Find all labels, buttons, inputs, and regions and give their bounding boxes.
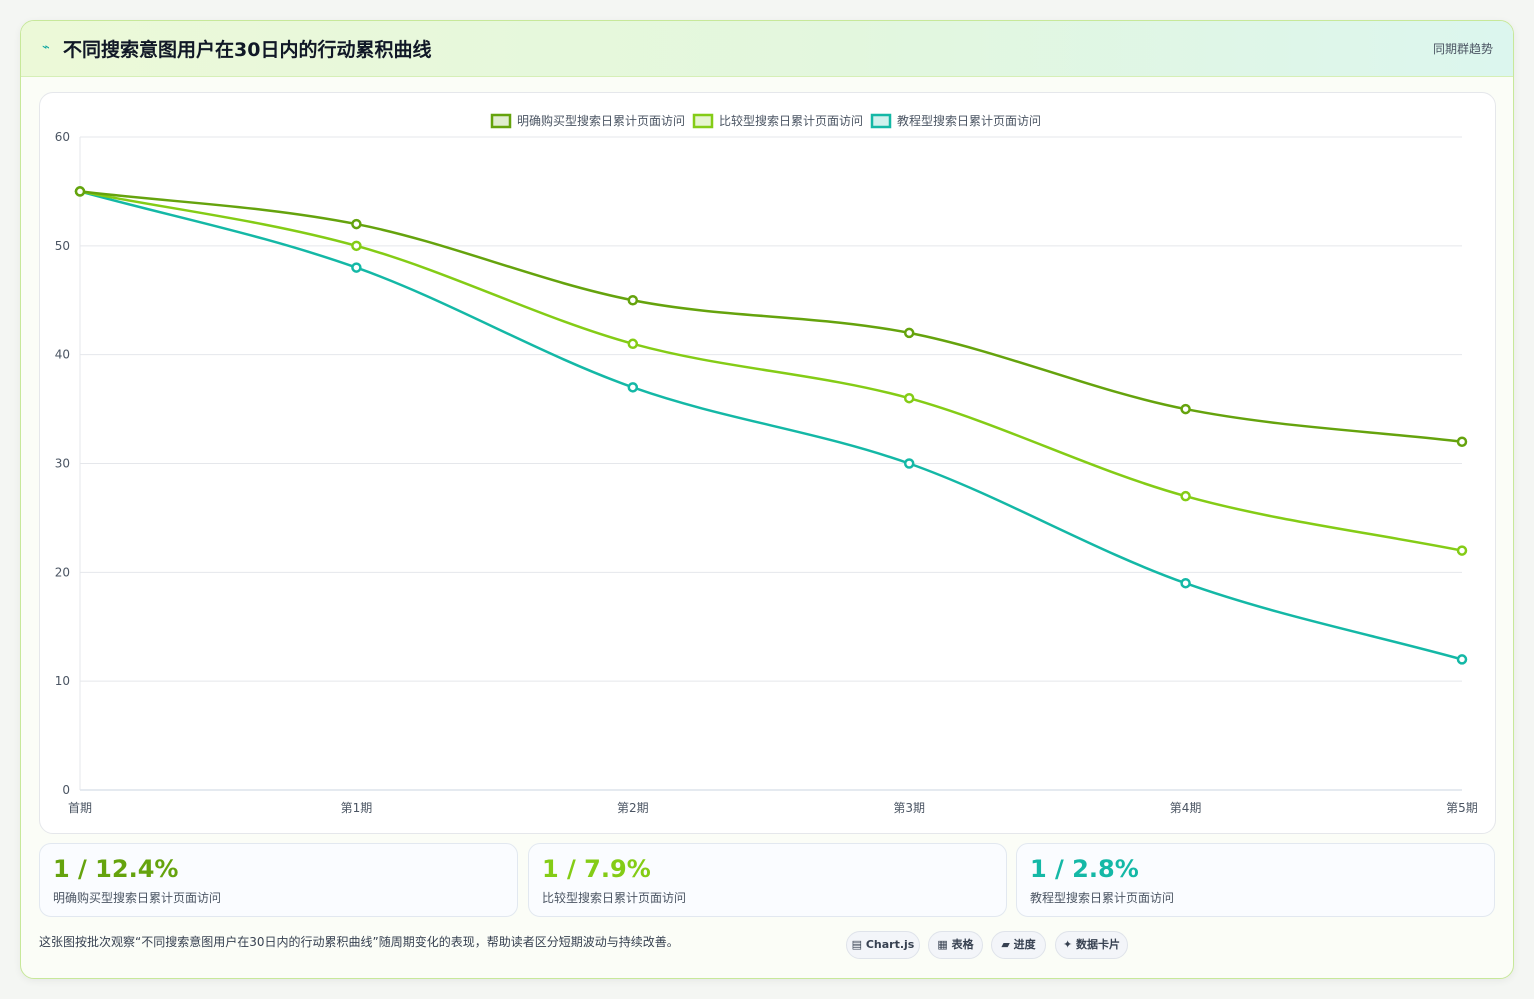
stat-card-buy: 1 / 12.4% 明确购买型搜索日累计页面访问 xyxy=(39,843,518,917)
x-tick-label: 第5期 xyxy=(1446,801,1478,815)
series-line xyxy=(79,190,1463,552)
y-tick-label: 40 xyxy=(55,348,70,362)
data-point xyxy=(903,392,915,404)
y-tick-label: 30 xyxy=(55,457,70,471)
cohort-trend-tag: 同期群趋势 xyxy=(1432,42,1493,56)
chart-panel: 0 10 20 30 40 50 60 首期 第1期 第2期 第3期 第4期 第5期 明确购买型搜索日累计… xyxy=(39,92,1496,834)
data-point xyxy=(627,382,639,393)
data-card-pill[interactable]: ✦ 数据卡片 xyxy=(1055,931,1128,959)
stat-card-tutorial: 1 / 2.8% 教程型搜索日累计页面访问 xyxy=(1016,843,1495,917)
trend-line-icon: ⌁ xyxy=(42,40,50,55)
y-tick-label: 50 xyxy=(55,239,70,253)
data-point xyxy=(627,338,639,350)
chart-footnote: 这张图按批次观察“不同搜索意图用户在30日内的行动累积曲线”随周期变化的表现，帮… xyxy=(39,935,679,949)
progress-pill[interactable]: ▰ 进度 xyxy=(991,931,1046,959)
legend-swatch xyxy=(692,113,714,129)
stat-value: 1 / 12.4% xyxy=(53,855,179,883)
data-point xyxy=(351,240,362,252)
y-tick-label: 60 xyxy=(55,130,70,144)
data-point xyxy=(627,295,639,306)
series-line xyxy=(79,190,1463,661)
legend-swatch xyxy=(870,113,892,129)
x-tick-label: 第3期 xyxy=(893,801,925,815)
stat-label: 比较型搜索日累计页面访问 xyxy=(542,891,687,905)
table-pill[interactable]: ▦ 表格 xyxy=(928,931,983,959)
y-tick-label: 10 xyxy=(55,674,70,688)
stat-label: 明确购买型搜索日累计页面访问 xyxy=(53,891,222,905)
x-tick-label: 首期 xyxy=(68,801,92,815)
stat-value: 1 / 2.8% xyxy=(1030,855,1139,883)
legend-label: 明确购买型搜索日累计页面访问 xyxy=(517,113,685,128)
data-point xyxy=(1180,577,1191,589)
x-tick-label: 第1期 xyxy=(341,801,373,815)
y-tick-label: 0 xyxy=(62,783,70,797)
card-header: ⌁ 不同搜索意图用户在30日内的行动累积曲线 同期群趋势 xyxy=(21,21,1513,77)
data-point xyxy=(1456,654,1468,665)
chart-title: 不同搜索意图用户在30日内的行动累积曲线 xyxy=(63,39,432,61)
data-point xyxy=(903,458,915,469)
x-tick-label: 第4期 xyxy=(1170,801,1202,815)
chart-card: ⌁ 不同搜索意图用户在30日内的行动累积曲线 同期群趋势 0 10 20 30 40 50… xyxy=(20,20,1514,979)
series-line xyxy=(79,190,1463,443)
data-point xyxy=(351,262,362,273)
data-point xyxy=(351,218,362,230)
data-point xyxy=(1456,436,1468,447)
stat-label: 教程型搜索日累计页面访问 xyxy=(1030,891,1175,905)
data-point xyxy=(74,186,86,197)
legend-label: 教程型搜索日累计页面访问 xyxy=(897,113,1041,128)
legend-label: 比较型搜索日累计页面访问 xyxy=(719,113,863,128)
legend-swatch xyxy=(490,113,512,129)
stat-card-compare: 1 / 7.9% 比较型搜索日累计页面访问 xyxy=(528,843,1007,917)
data-point xyxy=(1180,490,1191,502)
line-chart: 0 10 20 30 40 50 60 首期 第1期 第2期 第3期 第4期 第5期 明确购买型搜索日累计… xyxy=(55,113,1478,815)
data-point xyxy=(903,327,915,339)
stat-value: 1 / 7.9% xyxy=(542,855,651,883)
chartjs-pill[interactable]: ▤ Chart.js xyxy=(846,931,920,959)
y-tick-label: 20 xyxy=(55,565,70,579)
x-tick-label: 第2期 xyxy=(617,801,649,815)
data-point xyxy=(1180,403,1191,415)
data-point xyxy=(1456,545,1468,556)
